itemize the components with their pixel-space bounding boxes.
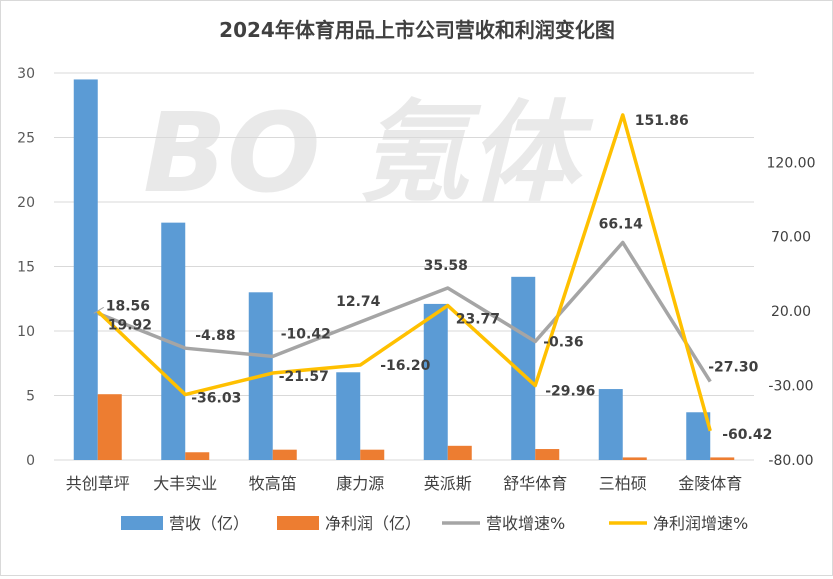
chart-title: 2024年体育用品上市公司营收和利润变化图 <box>219 18 615 42</box>
left-tick-label: 20 <box>17 195 35 211</box>
profit-growth-label: 23.77 <box>456 312 500 328</box>
left-tick-label: 25 <box>17 131 35 147</box>
left-tick-label: 15 <box>17 260 35 276</box>
category-label: 舒华体育 <box>503 474 567 493</box>
category-label: 牧高笛 <box>249 474 297 493</box>
profit-bar <box>360 450 384 460</box>
legend-item: 营收（亿） <box>121 514 249 533</box>
category-label: 大丰实业 <box>153 474 217 493</box>
revenue-growth-label: 12.74 <box>336 294 381 310</box>
right-tick-label: 20.00 <box>771 304 811 320</box>
category-label: 英派斯 <box>424 474 472 493</box>
left-tick-label: 0 <box>26 453 35 469</box>
revenue-growth-label: 35.58 <box>424 258 468 274</box>
legend-label: 净利润（亿） <box>325 514 421 533</box>
revenue-growth-label: 66.14 <box>599 216 644 232</box>
left-tick-label: 5 <box>26 389 35 405</box>
category-label: 康力源 <box>336 474 384 493</box>
profit-bar <box>273 450 297 460</box>
profit-bar <box>185 452 209 460</box>
revenue-growth-label: -10.42 <box>281 326 331 342</box>
category-label: 三柏硕 <box>599 474 647 493</box>
revenue-bar <box>599 389 623 460</box>
profit-growth-label: -29.96 <box>545 384 595 400</box>
legend-label: 营收（亿） <box>169 514 249 533</box>
legend-item: 净利润（亿） <box>277 514 421 533</box>
category-axis: 共创草坪 大丰实业 牧高笛 康力源 英派斯 舒华体育 三柏硕 金陵体育 <box>66 474 743 493</box>
legend: 营收（亿） 净利润（亿） 营收增速% 净利润增速% <box>121 514 748 533</box>
legend-label: 营收增速% <box>486 514 565 533</box>
right-tick-label: 120.00 <box>767 155 816 171</box>
revenue-growth-label: -0.36 <box>543 334 583 350</box>
profit-growth-label: 151.86 <box>635 113 689 129</box>
profit-growth-label: -36.03 <box>191 391 241 407</box>
right-tick-label: -80.00 <box>768 453 813 469</box>
legend-label: 净利润增速% <box>653 514 748 533</box>
right-axis: -80.00 -30.00 20.00 70.00 120.00 <box>767 155 816 469</box>
profit-bar <box>710 457 734 460</box>
chart-watermark: BO 氪体 <box>143 89 594 217</box>
category-label: 金陵体育 <box>678 474 742 493</box>
profit-bar <box>448 446 472 460</box>
left-axis: 0 5 10 15 20 25 30 <box>17 66 35 469</box>
profit-growth-label: -60.42 <box>722 427 772 443</box>
revenue-growth-label: -4.88 <box>195 328 235 344</box>
legend-swatch <box>277 516 319 530</box>
profit-growth-label: 19.92 <box>108 317 152 333</box>
profit-growth-label: -21.57 <box>279 369 329 385</box>
right-tick-label: -30.00 <box>768 379 813 395</box>
revenue-growth-label: 18.56 <box>106 298 150 314</box>
left-tick-label: 30 <box>17 66 35 82</box>
revenue-bar <box>424 304 448 460</box>
profit-bar <box>535 449 559 460</box>
revenue-bar <box>74 79 98 460</box>
left-tick-label: 10 <box>17 324 35 340</box>
legend-item: 净利润增速% <box>609 514 748 533</box>
profit-bar <box>98 394 122 460</box>
profit-growth-label: -16.20 <box>380 358 430 374</box>
category-label: 共创草坪 <box>66 474 130 493</box>
revenue-growth-label: -27.30 <box>708 360 758 376</box>
legend-item: 营收增速% <box>442 514 565 533</box>
profit-bar <box>623 457 647 460</box>
revenue-bar <box>336 372 360 460</box>
legend-swatch <box>121 516 163 530</box>
right-tick-label: 70.00 <box>771 230 811 246</box>
